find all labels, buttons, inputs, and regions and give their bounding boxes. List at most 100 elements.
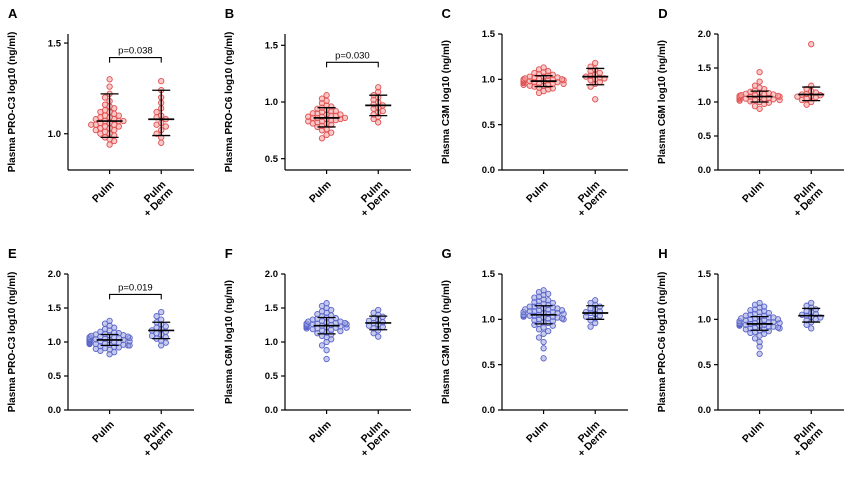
data-point xyxy=(803,101,811,108)
y-tick-label: 0.0 xyxy=(698,405,711,416)
x-category-label: Pulm+ Derm xyxy=(568,419,609,460)
data-point xyxy=(799,311,806,318)
y-axis-title: Plasma C3M log10 (ng/ml) xyxy=(441,280,452,404)
data-point xyxy=(162,123,169,130)
error-bar xyxy=(148,89,175,137)
y-tick-label: 1.0 xyxy=(265,97,278,108)
x-category-label: Pulm+ Derm xyxy=(351,419,392,460)
data-point xyxy=(530,69,538,77)
panel-a-letter: A xyxy=(8,6,18,21)
data-point xyxy=(549,71,556,78)
panel-c-chart: 0.0 0.5 1.0 1.5 Plasma C3M log10 (ng/ml) Pulm… xyxy=(441,29,628,220)
data-point xyxy=(337,111,344,118)
dot-group xyxy=(148,308,169,349)
data-point xyxy=(761,303,768,310)
y-tick-label: 0.5 xyxy=(265,154,279,165)
data-point xyxy=(101,123,109,130)
error-bar xyxy=(798,307,825,323)
panel-b: B 0.5 1.0 1.5 Plasma PRO-C6 log10 (ng/ml) Pu… xyxy=(217,0,434,240)
error-bar xyxy=(96,333,123,347)
y-axis-title: Plasma C6M log10 (ng/ml) xyxy=(657,40,668,164)
y-tick-label: 1.0 xyxy=(48,337,61,348)
data-point xyxy=(752,82,759,89)
data-point xyxy=(808,325,815,332)
dot-group xyxy=(736,68,784,112)
data-point xyxy=(539,287,547,294)
x-category-label: Pulm+ Derm xyxy=(351,179,392,220)
data-point xyxy=(153,108,160,116)
error-bar xyxy=(581,305,608,320)
data-point xyxy=(106,141,113,148)
error-bar xyxy=(746,315,773,331)
panel-f-chart: 0.0 0.5 1.0 1.5 2.0 Plasma C6M log10 (ng/ml) P… xyxy=(224,269,411,460)
data-point xyxy=(756,105,764,112)
panel-e-letter: E xyxy=(8,246,17,261)
y-tick-label: 0.0 xyxy=(48,405,61,416)
data-point xyxy=(101,107,109,114)
panel-g-letter: G xyxy=(441,246,452,261)
data-point xyxy=(549,299,556,307)
data-point xyxy=(535,334,542,341)
p-value-label: p=0.019 xyxy=(118,282,153,293)
error-bar xyxy=(581,67,608,86)
data-point xyxy=(544,290,551,298)
y-axis-title: Plasma PRO-C6 log10 (ng/ml) xyxy=(657,272,668,413)
y-tick-label: 1.5 xyxy=(265,303,279,314)
data-point xyxy=(158,77,165,85)
data-point xyxy=(544,68,551,75)
data-point xyxy=(158,308,165,316)
data-point xyxy=(101,94,109,101)
data-point xyxy=(539,345,547,352)
y-tick-label: 0.5 xyxy=(698,131,712,142)
x-category-label: Pulm+ Derm xyxy=(785,179,826,220)
data-point xyxy=(323,355,330,363)
data-point xyxy=(88,121,95,128)
data-point xyxy=(738,315,745,322)
y-tick-label: 0.0 xyxy=(481,165,494,176)
data-point xyxy=(526,73,533,80)
panel-e: E 0.0 0.5 1.0 1.5 2.0 Plasma PRO-C3 log10 (ng… xyxy=(0,240,217,480)
data-point xyxy=(158,139,165,146)
data-point xyxy=(323,300,330,307)
y-tick-label: 1.0 xyxy=(698,97,711,108)
y-tick-label: 1.0 xyxy=(481,75,494,86)
x-category-label: Pulm xyxy=(740,419,767,446)
x-category-label: Pulm+ Derm xyxy=(134,419,175,460)
x-category-label: Pulm xyxy=(307,179,334,206)
y-tick-label: 1.0 xyxy=(698,315,711,326)
data-point xyxy=(526,303,533,310)
p-value-label: p=0.030 xyxy=(335,50,370,61)
data-point xyxy=(770,314,777,321)
error-bar xyxy=(96,93,123,139)
panel-b-chart: 0.5 1.0 1.5 Plasma PRO-C6 log10 (ng/ml) Pulm… xyxy=(224,32,411,220)
data-point xyxy=(591,297,598,304)
error-bar xyxy=(798,86,825,102)
x-category-label: Pulm+ Derm xyxy=(568,179,609,220)
data-point xyxy=(803,308,811,315)
y-tick-label: 1.5 xyxy=(481,269,495,280)
data-point xyxy=(756,350,764,357)
panel-a: A 1.0 1.5 Plasma PRO-C3 log10 (ng/ml) Pulm P… xyxy=(0,0,217,240)
y-axis-title: Plasma PRO-C6 log10 (ng/ml) xyxy=(224,32,235,173)
data-point xyxy=(756,78,764,85)
data-point xyxy=(582,308,589,316)
panel-f-letter: F xyxy=(224,246,233,261)
data-point xyxy=(756,299,764,307)
data-point xyxy=(101,128,109,136)
error-bar xyxy=(364,94,391,117)
data-point xyxy=(153,313,160,320)
data-point xyxy=(521,306,528,313)
y-tick-label: 1.5 xyxy=(481,29,495,40)
x-category-label: Pulm xyxy=(307,419,334,446)
data-point xyxy=(586,305,594,312)
axes xyxy=(717,274,845,411)
data-point xyxy=(323,92,330,99)
panel-a-chart: 1.0 1.5 Plasma PRO-C3 log10 (ng/ml) Pulm Pul… xyxy=(7,32,194,220)
data-point xyxy=(586,323,594,330)
panel-d: D 0.0 0.5 1.0 1.5 2.0 Plasma C6M log10 (ng/ml… xyxy=(650,0,867,240)
data-point xyxy=(808,41,815,48)
x-category-label: Pulm xyxy=(740,179,767,206)
data-point xyxy=(544,327,551,335)
data-point xyxy=(309,110,316,117)
y-tick-label: 0.5 xyxy=(481,120,495,131)
